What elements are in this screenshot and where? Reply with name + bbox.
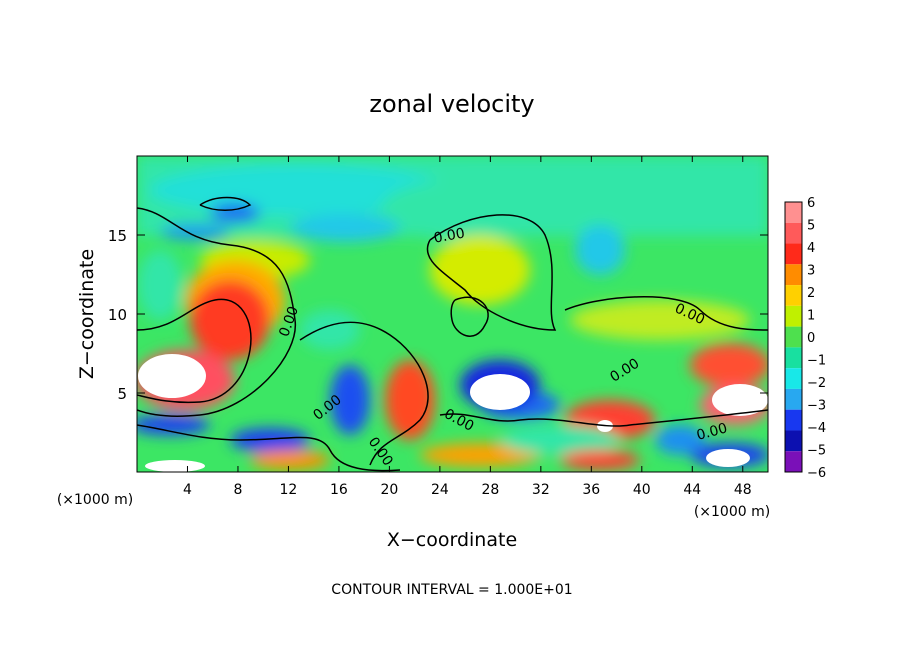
colorbar-swatch [785, 451, 802, 472]
x-axis-label: X−coordinate [387, 529, 517, 551]
colorbar-swatch [785, 305, 802, 327]
colorbar-swatch [785, 243, 802, 265]
colorbar-swatch [785, 285, 802, 306]
colorbar-frame [784, 201, 803, 473]
colorbar-label: −6 [807, 466, 826, 481]
x-tick-label: 12 [280, 482, 298, 498]
colorbar-label: −2 [807, 376, 826, 391]
plot-area [137, 156, 768, 472]
colorbar-label: −1 [807, 354, 826, 369]
colorbar-label: 6 [807, 196, 815, 211]
x-axis: 4 8 12 16 20 24 28 32 36 40 44 48 [183, 156, 752, 498]
colorbar-label: 0 [807, 331, 815, 346]
colorbar: 6 5 4 3 2 1 0 −1 −2 −3 −4 −5 −6 [784, 196, 826, 481]
colorbar-label: 5 [807, 219, 815, 234]
x-axis-unit-left: (×1000 m) [57, 492, 133, 508]
x-tick-label: 28 [481, 482, 499, 498]
colorbar-label: 3 [807, 264, 815, 279]
x-tick-label: 32 [532, 482, 550, 498]
x-tick-label: 8 [233, 482, 242, 498]
colorbar-swatch [785, 430, 802, 452]
contour-label: 0.00 [433, 225, 466, 246]
colorbar-swatch [785, 388, 802, 410]
x-tick-label: 4 [183, 482, 192, 498]
colorbar-label: −4 [807, 421, 826, 436]
x-tick-label: 48 [734, 482, 752, 498]
colorbar-swatch [785, 264, 802, 286]
x-axis-unit-right: (×1000 m) [694, 504, 770, 520]
contour-label: 0.00 [695, 420, 729, 444]
chart-title: zonal velocity [369, 90, 534, 118]
colorbar-label: 2 [807, 286, 815, 301]
saturated-regions [138, 354, 768, 472]
x-tick-label: 40 [633, 482, 651, 498]
y-tick-label: 5 [117, 385, 127, 403]
colorbar-label: −3 [807, 399, 826, 414]
colorbar-label: 1 [807, 309, 815, 324]
colorbar-swatch [785, 368, 802, 389]
contour-interval-note: CONTOUR INTERVAL = 1.000E+01 [331, 582, 572, 598]
y-axis: 5 10 15 [108, 227, 768, 403]
colorbar-swatch [785, 222, 802, 244]
x-tick-label: 20 [380, 482, 398, 498]
x-tick-label: 36 [582, 482, 600, 498]
y-tick-label: 15 [108, 227, 127, 245]
x-tick-label: 24 [431, 482, 449, 498]
x-tick-label: 16 [330, 482, 348, 498]
colorbar-swatch [785, 326, 802, 348]
x-tick-label: 44 [683, 482, 701, 498]
colorbar-label: 4 [807, 241, 815, 256]
colorbar-swatch [785, 347, 802, 369]
colorbar-swatch [785, 202, 802, 223]
y-tick-label: 10 [108, 306, 127, 324]
y-axis-label: Z−coordinate [76, 249, 98, 379]
colorbar-label: −5 [807, 444, 826, 459]
zero-contours [137, 196, 768, 472]
colorbar-swatch [785, 409, 802, 431]
